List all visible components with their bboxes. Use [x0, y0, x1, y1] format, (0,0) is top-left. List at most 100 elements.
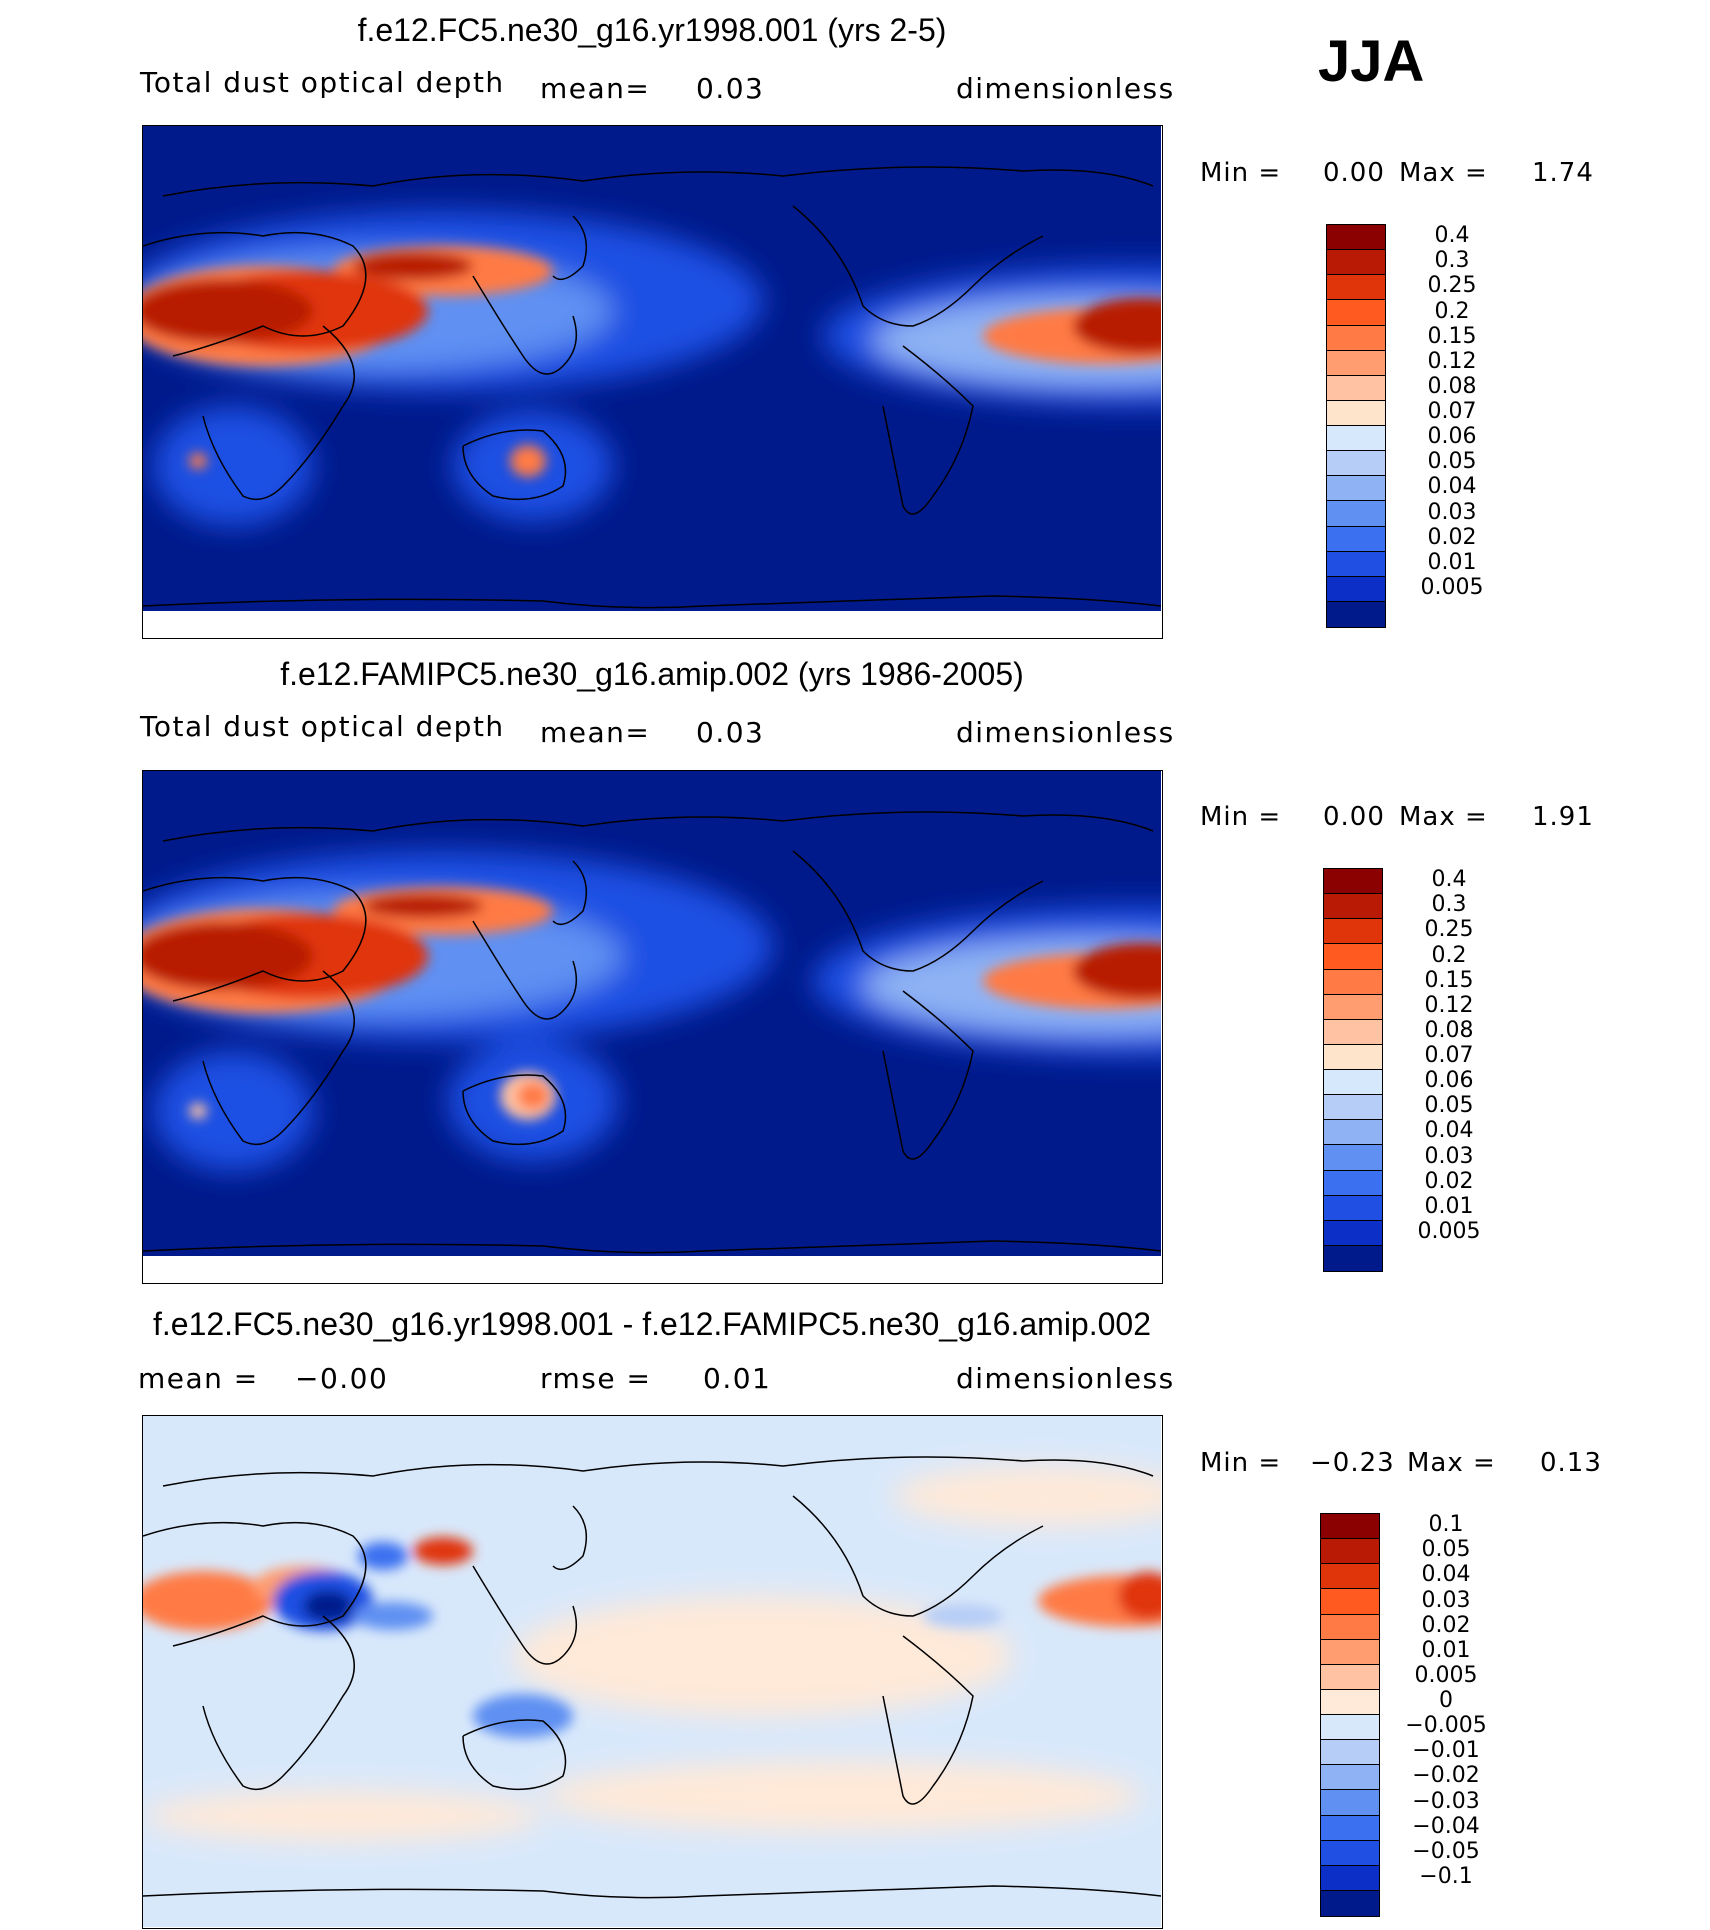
colorbar-level-label: 0.01 — [1421, 1637, 1471, 1663]
colorbar-level-label: 0.05 — [1421, 1537, 1471, 1563]
colorbar-level-label: 0.05 — [1427, 449, 1477, 475]
colorbar-segment — [1324, 1245, 1382, 1271]
colorbar-segment — [1321, 1815, 1379, 1841]
colorbar-segment — [1324, 894, 1382, 920]
colorbar-level-label: 0.08 — [1427, 373, 1477, 399]
colorbar-segment — [1327, 350, 1385, 376]
colorbar-segment — [1327, 275, 1385, 301]
colorbar-segment — [1321, 1865, 1379, 1891]
colorbar-level-label: −0.04 — [1412, 1813, 1480, 1839]
panel3-unit: dimensionless — [956, 1362, 1175, 1395]
colorbar-segment — [1327, 400, 1385, 426]
panel1-min-label: Min = — [1200, 158, 1282, 188]
panel3-mean-value: −0.00 — [295, 1362, 389, 1395]
colorbar-segment — [1324, 1019, 1382, 1045]
panel3-title: f.e12.FC5.ne30_g16.yr1998.001 - f.e12.FA… — [152, 1306, 1151, 1342]
panel3-max-value: 0.13 — [1540, 1448, 1602, 1478]
colorbar-segment — [1327, 576, 1385, 602]
colorbar-segment — [1324, 1070, 1382, 1096]
colorbar-segment — [1321, 1790, 1379, 1816]
colorbar-segment — [1321, 1639, 1379, 1665]
panel2-title: f.e12.FAMIPC5.ne30_g16.amip.002 (yrs 198… — [280, 656, 1024, 692]
colorbar-segment — [1327, 225, 1385, 251]
panel3-colorbar — [1320, 1513, 1380, 1917]
colorbar-level-label: 0.01 — [1427, 549, 1477, 575]
colorbar-level-label: 0.05 — [1424, 1093, 1474, 1119]
colorbar-level-label: −0.05 — [1412, 1838, 1480, 1864]
colorbar-level-label: 0.06 — [1427, 424, 1477, 450]
panel3-map-svg — [143, 1416, 1161, 1927]
panel3-min-value: −0.23 — [1310, 1448, 1395, 1478]
colorbar-level-label: 0.07 — [1427, 399, 1477, 424]
panel2-min-label: Min = — [1200, 802, 1282, 832]
colorbar-segment — [1327, 476, 1385, 502]
colorbar-segment — [1321, 1890, 1379, 1916]
panel1-field-label: Total dust optical depth — [140, 66, 505, 99]
colorbar-level-label: 0.04 — [1424, 1118, 1474, 1144]
panel2-colorbar — [1323, 868, 1383, 1272]
panel1-mean-value: 0.03 — [696, 72, 765, 105]
colorbar-level-label: 0.15 — [1424, 967, 1474, 993]
panel1-min-value: 0.00 — [1323, 158, 1385, 188]
colorbar-level-label: 0.06 — [1424, 1068, 1474, 1094]
panel2-mean-value: 0.03 — [696, 716, 765, 749]
colorbar-level-label: 0.2 — [1431, 942, 1467, 968]
colorbar-level-label: 0.4 — [1434, 223, 1470, 249]
colorbar-level-label: 0.25 — [1424, 917, 1474, 943]
panel3-map — [142, 1415, 1163, 1929]
colorbar-segment — [1324, 1170, 1382, 1196]
colorbar-segment — [1321, 1539, 1379, 1565]
colorbar-segment — [1321, 1740, 1379, 1766]
colorbar-segment — [1324, 969, 1382, 995]
colorbar-segment — [1321, 1765, 1379, 1791]
colorbar-segment — [1324, 1044, 1382, 1070]
panel3-min-label: Min = — [1200, 1448, 1282, 1478]
colorbar-segment — [1327, 551, 1385, 577]
colorbar-segment — [1327, 375, 1385, 401]
panel1-unit: dimensionless — [956, 72, 1175, 105]
colorbar-level-label: −0.03 — [1412, 1788, 1480, 1814]
colorbar-level-label: 0 — [1439, 1688, 1453, 1713]
colorbar-level-label: 0.005 — [1420, 574, 1484, 600]
panel1-max-value: 1.74 — [1532, 158, 1594, 188]
panel2-unit: dimensionless — [956, 716, 1175, 749]
colorbar-level-label: 0.15 — [1427, 323, 1477, 349]
colorbar-level-label: −0.01 — [1412, 1738, 1480, 1764]
colorbar-segment — [1321, 1840, 1379, 1866]
colorbar-level-label: 0.04 — [1421, 1562, 1471, 1588]
colorbar-segment — [1324, 1220, 1382, 1246]
panel2-field-label: Total dust optical depth — [140, 710, 505, 743]
colorbar-segment — [1321, 1715, 1379, 1741]
colorbar-segment — [1327, 601, 1385, 627]
colorbar-segment — [1324, 994, 1382, 1020]
season-label: JJA — [1318, 29, 1425, 94]
colorbar-level-label: 0.005 — [1417, 1218, 1481, 1244]
colorbar-level-label: 0.04 — [1427, 474, 1477, 500]
colorbar-segment — [1324, 1120, 1382, 1146]
colorbar-level-label: −0.02 — [1412, 1763, 1480, 1789]
colorbar-level-label: 0.12 — [1427, 348, 1477, 374]
colorbar-level-label: 0.3 — [1434, 248, 1470, 274]
colorbar-segment — [1324, 869, 1382, 895]
colorbar-segment — [1321, 1614, 1379, 1640]
colorbar-level-label: −0.1 — [1419, 1863, 1473, 1889]
colorbar-segment — [1324, 1195, 1382, 1221]
colorbar-segment — [1327, 526, 1385, 552]
colorbar-segment — [1327, 451, 1385, 477]
panel2-mean-label: mean= — [540, 716, 651, 749]
colorbar-level-label: 0.02 — [1424, 1168, 1474, 1194]
panel2-min-value: 0.00 — [1323, 802, 1385, 832]
colorbar-segment — [1327, 501, 1385, 527]
colorbar-level-label: 0.2 — [1434, 298, 1470, 324]
panel1-mean-label: mean= — [540, 72, 651, 105]
colorbar-level-label: 0.4 — [1431, 867, 1467, 893]
panel1-title: f.e12.FC5.ne30_g16.yr1998.001 (yrs 2-5) — [357, 12, 947, 48]
colorbar-segment — [1324, 1145, 1382, 1171]
colorbar-level-label: 0.07 — [1424, 1043, 1474, 1068]
colorbar-segment — [1327, 426, 1385, 452]
panel1-map — [142, 125, 1163, 639]
panel1-max-label: Max = — [1399, 158, 1488, 188]
colorbar-segment — [1327, 300, 1385, 326]
colorbar-level-label: 0.1 — [1428, 1512, 1464, 1538]
colorbar-level-label: 0.12 — [1424, 992, 1474, 1018]
